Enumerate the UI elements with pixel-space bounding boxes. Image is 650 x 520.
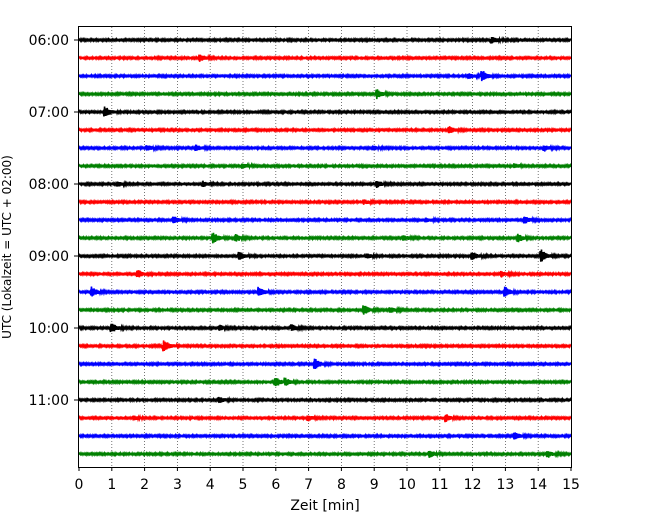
vertical-grid xyxy=(111,27,539,467)
x-tick-label: 12 xyxy=(464,477,482,493)
trace-row-0900 xyxy=(78,249,572,262)
plot-frame xyxy=(78,26,572,468)
trace-row-1030 xyxy=(78,358,572,370)
x-axis-ticks: 0 1 2 3 4 5 6 7 8 9 10 11 12 13 14 15 xyxy=(75,467,580,493)
trace-row-0600 xyxy=(78,35,572,45)
trace-row-0815 xyxy=(78,198,572,207)
trace-row-0700 xyxy=(78,106,572,117)
x-tick-label: 11 xyxy=(431,477,449,493)
y-tick-label: 09:00 xyxy=(29,249,69,265)
trace-row-0915 xyxy=(78,269,572,279)
x-tick-label: 2 xyxy=(140,477,149,493)
x-tick-label: 9 xyxy=(370,477,379,493)
y-tick-label: 08:00 xyxy=(29,177,69,193)
x-tick-label: 6 xyxy=(271,477,280,493)
x-tick-label: 10 xyxy=(398,477,416,493)
trace-row-0945 xyxy=(78,305,572,315)
y-tick-label: 07:00 xyxy=(29,105,69,121)
x-tick-label: 8 xyxy=(337,477,346,493)
y-tick-label: 06:00 xyxy=(29,33,69,49)
trace-rows xyxy=(78,35,572,459)
trace-row-0630 xyxy=(78,71,572,82)
trace-row-1045 xyxy=(78,377,572,387)
trace-row-1115 xyxy=(78,413,572,423)
y-axis-label: UTC (Lokalzeit = UTC + 02:00) xyxy=(0,155,14,339)
x-axis-label: Zeit [min] xyxy=(290,498,359,514)
trace-row-0745 xyxy=(78,161,572,171)
y-tick-label: 11:00 xyxy=(29,393,69,409)
trace-row-0830 xyxy=(78,215,572,225)
trace-row-0645 xyxy=(78,89,572,100)
x-tick-label: 14 xyxy=(529,477,547,493)
y-tick-label: 10:00 xyxy=(29,321,69,337)
trace-row-0930 xyxy=(78,286,572,297)
trace-row-1100 xyxy=(78,395,572,404)
trace-row-1145 xyxy=(78,449,572,459)
trace-row-1000 xyxy=(78,323,572,333)
trace-row-1015 xyxy=(78,340,572,352)
x-tick-label: 3 xyxy=(173,477,182,493)
x-tick-label: 1 xyxy=(107,477,116,493)
trace-row-0730 xyxy=(78,143,572,153)
x-tick-label: 4 xyxy=(206,477,215,493)
x-tick-label: 7 xyxy=(304,477,313,493)
x-tick-label: 0 xyxy=(75,477,84,493)
x-tick-label: 15 xyxy=(562,477,580,493)
x-tick-label: 5 xyxy=(239,477,248,493)
trace-row-0800 xyxy=(78,179,572,189)
x-tick-label: 13 xyxy=(496,477,514,493)
trace-row-0615 xyxy=(78,53,572,62)
trace-row-0715 xyxy=(78,126,572,135)
y-axis-ticks: 06:00 07:00 08:00 09:00 10:00 11:00 xyxy=(29,33,78,409)
trace-row-0845 xyxy=(78,232,572,244)
trace-row-1130 xyxy=(78,431,572,441)
